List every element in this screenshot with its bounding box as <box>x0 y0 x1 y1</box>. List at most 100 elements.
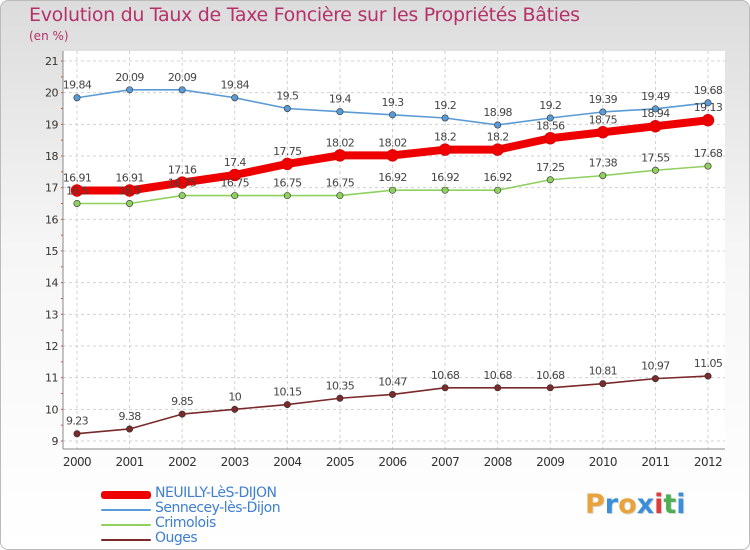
legend-label: Ouges <box>155 530 198 546</box>
y-tick-label: 9 <box>52 435 59 448</box>
data-label: 10 <box>228 390 241 403</box>
y-tick-label: 16 <box>45 213 58 226</box>
data-label: 17.68 <box>694 147 723 160</box>
data-point <box>599 172 607 180</box>
y-tick-label: 17 <box>45 182 58 195</box>
x-tick-label: 2001 <box>116 455 144 469</box>
data-label: 19.3 <box>381 96 404 109</box>
data-point <box>336 394 344 402</box>
data-label: 20.09 <box>168 71 197 84</box>
data-point <box>494 121 502 129</box>
data-point <box>228 168 241 182</box>
data-label: 19.68 <box>694 84 723 97</box>
data-label: 16.91 <box>63 172 92 185</box>
brand-logo: Proxiti <box>585 489 686 520</box>
data-point <box>704 162 712 170</box>
legend-label: Crimolois <box>155 515 216 531</box>
data-point <box>441 186 449 194</box>
data-point <box>70 184 84 197</box>
data-label: 16.75 <box>326 177 355 190</box>
data-point <box>388 186 396 194</box>
data-label: 18.94 <box>641 107 670 120</box>
data-label: 11.05 <box>694 357 723 370</box>
data-point <box>704 372 712 380</box>
y-tick-label: 11 <box>45 372 58 385</box>
data-point <box>544 132 557 145</box>
data-label: 19.39 <box>589 93 618 106</box>
legend-label: Sennecey-lès-Dijon <box>155 500 281 516</box>
data-label: 10.68 <box>483 369 512 382</box>
x-tick-label: 2008 <box>484 455 512 469</box>
data-point <box>701 113 715 127</box>
data-label: 17.38 <box>589 157 618 170</box>
data-point <box>231 192 239 200</box>
data-point <box>546 114 554 122</box>
data-point <box>73 94 81 102</box>
data-label: 17.4 <box>224 156 247 169</box>
legend-swatch <box>101 524 151 526</box>
data-point <box>281 157 294 171</box>
data-label: 9.85 <box>171 395 194 408</box>
data-point <box>123 184 136 197</box>
data-point <box>386 149 399 162</box>
data-point <box>73 200 81 208</box>
data-label: 18.02 <box>378 136 407 149</box>
data-point <box>283 105 291 113</box>
data-label: 16.91 <box>115 172 144 185</box>
data-label: 19.5 <box>276 90 299 103</box>
data-point <box>336 108 344 116</box>
data-point <box>178 86 186 94</box>
data-point <box>336 192 344 200</box>
data-label: 16.92 <box>483 171 512 184</box>
data-label: 10.81 <box>589 365 618 378</box>
data-label: 16.92 <box>378 171 407 184</box>
data-point <box>388 111 396 119</box>
data-point <box>599 380 607 388</box>
x-tick-label: 2005 <box>326 455 354 469</box>
data-label: 10.68 <box>431 369 460 382</box>
data-label: 18.2 <box>434 131 456 144</box>
data-label: 18.75 <box>589 113 618 126</box>
data-label: 17.75 <box>273 145 302 158</box>
data-label: 10.68 <box>536 369 565 382</box>
x-tick-label: 2000 <box>63 455 91 469</box>
data-label: 10.15 <box>273 386 302 399</box>
data-label: 9.38 <box>119 410 142 423</box>
data-label: 16.5 <box>66 185 89 198</box>
data-point <box>441 384 449 392</box>
data-point <box>651 166 659 174</box>
x-tick-label: 2011 <box>641 455 669 469</box>
data-label: 19.2 <box>434 99 456 112</box>
data-point <box>546 176 554 184</box>
data-point <box>388 390 396 398</box>
data-label: 19.84 <box>63 79 92 92</box>
data-point <box>651 105 659 113</box>
y-tick-label: 13 <box>45 308 58 321</box>
data-label: 17.25 <box>536 161 565 174</box>
data-point <box>178 410 186 418</box>
data-label: 19.84 <box>221 79 250 92</box>
data-label: 17.55 <box>641 151 670 164</box>
y-tick-label: 15 <box>45 245 58 258</box>
x-tick-label: 2012 <box>694 455 722 469</box>
data-point <box>178 192 186 200</box>
data-label: 18.02 <box>326 136 355 149</box>
y-tick-label: 18 <box>45 150 58 163</box>
legend-label: NEUILLY-LèS-DIJON <box>155 485 277 501</box>
data-point <box>126 200 134 208</box>
y-tick-label: 21 <box>45 55 58 68</box>
data-point <box>494 384 502 392</box>
data-label: 19.2 <box>539 99 561 112</box>
data-label: 18.56 <box>536 119 565 132</box>
y-tick-label: 14 <box>45 277 58 290</box>
data-label: 10.97 <box>641 360 670 373</box>
data-point <box>126 425 134 433</box>
data-point <box>546 384 554 392</box>
data-label: 18.98 <box>483 106 512 119</box>
data-label: 10.35 <box>326 379 355 392</box>
data-label: 17.16 <box>168 164 197 177</box>
data-point <box>283 192 291 200</box>
data-label: 16.5 <box>119 185 142 198</box>
data-point <box>333 149 347 162</box>
